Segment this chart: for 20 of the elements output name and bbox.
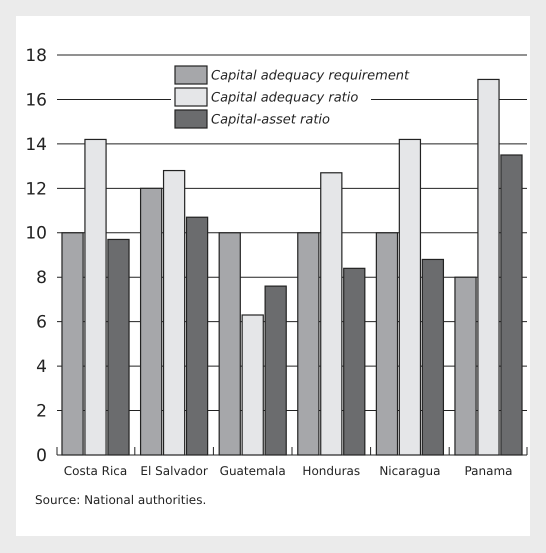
x-tick-label: Costa Rica	[64, 464, 128, 478]
y-tick-label: 14	[25, 134, 47, 155]
y-tick-label: 8	[36, 268, 47, 288]
y-tick-label: 2	[36, 402, 47, 422]
x-tick-label: Nicaragua	[379, 464, 440, 478]
y-tick-label: 0	[36, 446, 47, 466]
y-tick-label: 18	[25, 46, 47, 66]
y-tick-label: 10	[25, 224, 47, 244]
legend-label: Capital adequacy requirement	[211, 68, 410, 84]
y-tick-label: 6	[36, 312, 47, 333]
y-tick-label: 12	[25, 179, 47, 200]
x-tick-label: Guatemala	[220, 464, 286, 478]
x-tick-label: Honduras	[302, 464, 360, 478]
legend-label: Capital adequacy ratio	[211, 90, 358, 106]
source-note: Source: National authorities.	[35, 493, 206, 507]
y-tick-label: 16	[25, 90, 47, 110]
x-tick-label: Panama	[464, 464, 513, 478]
legend-label: Capital-asset ratio	[211, 112, 330, 128]
y-tick-label: 4	[36, 357, 47, 378]
x-tick-label: El Salvador	[140, 464, 208, 478]
